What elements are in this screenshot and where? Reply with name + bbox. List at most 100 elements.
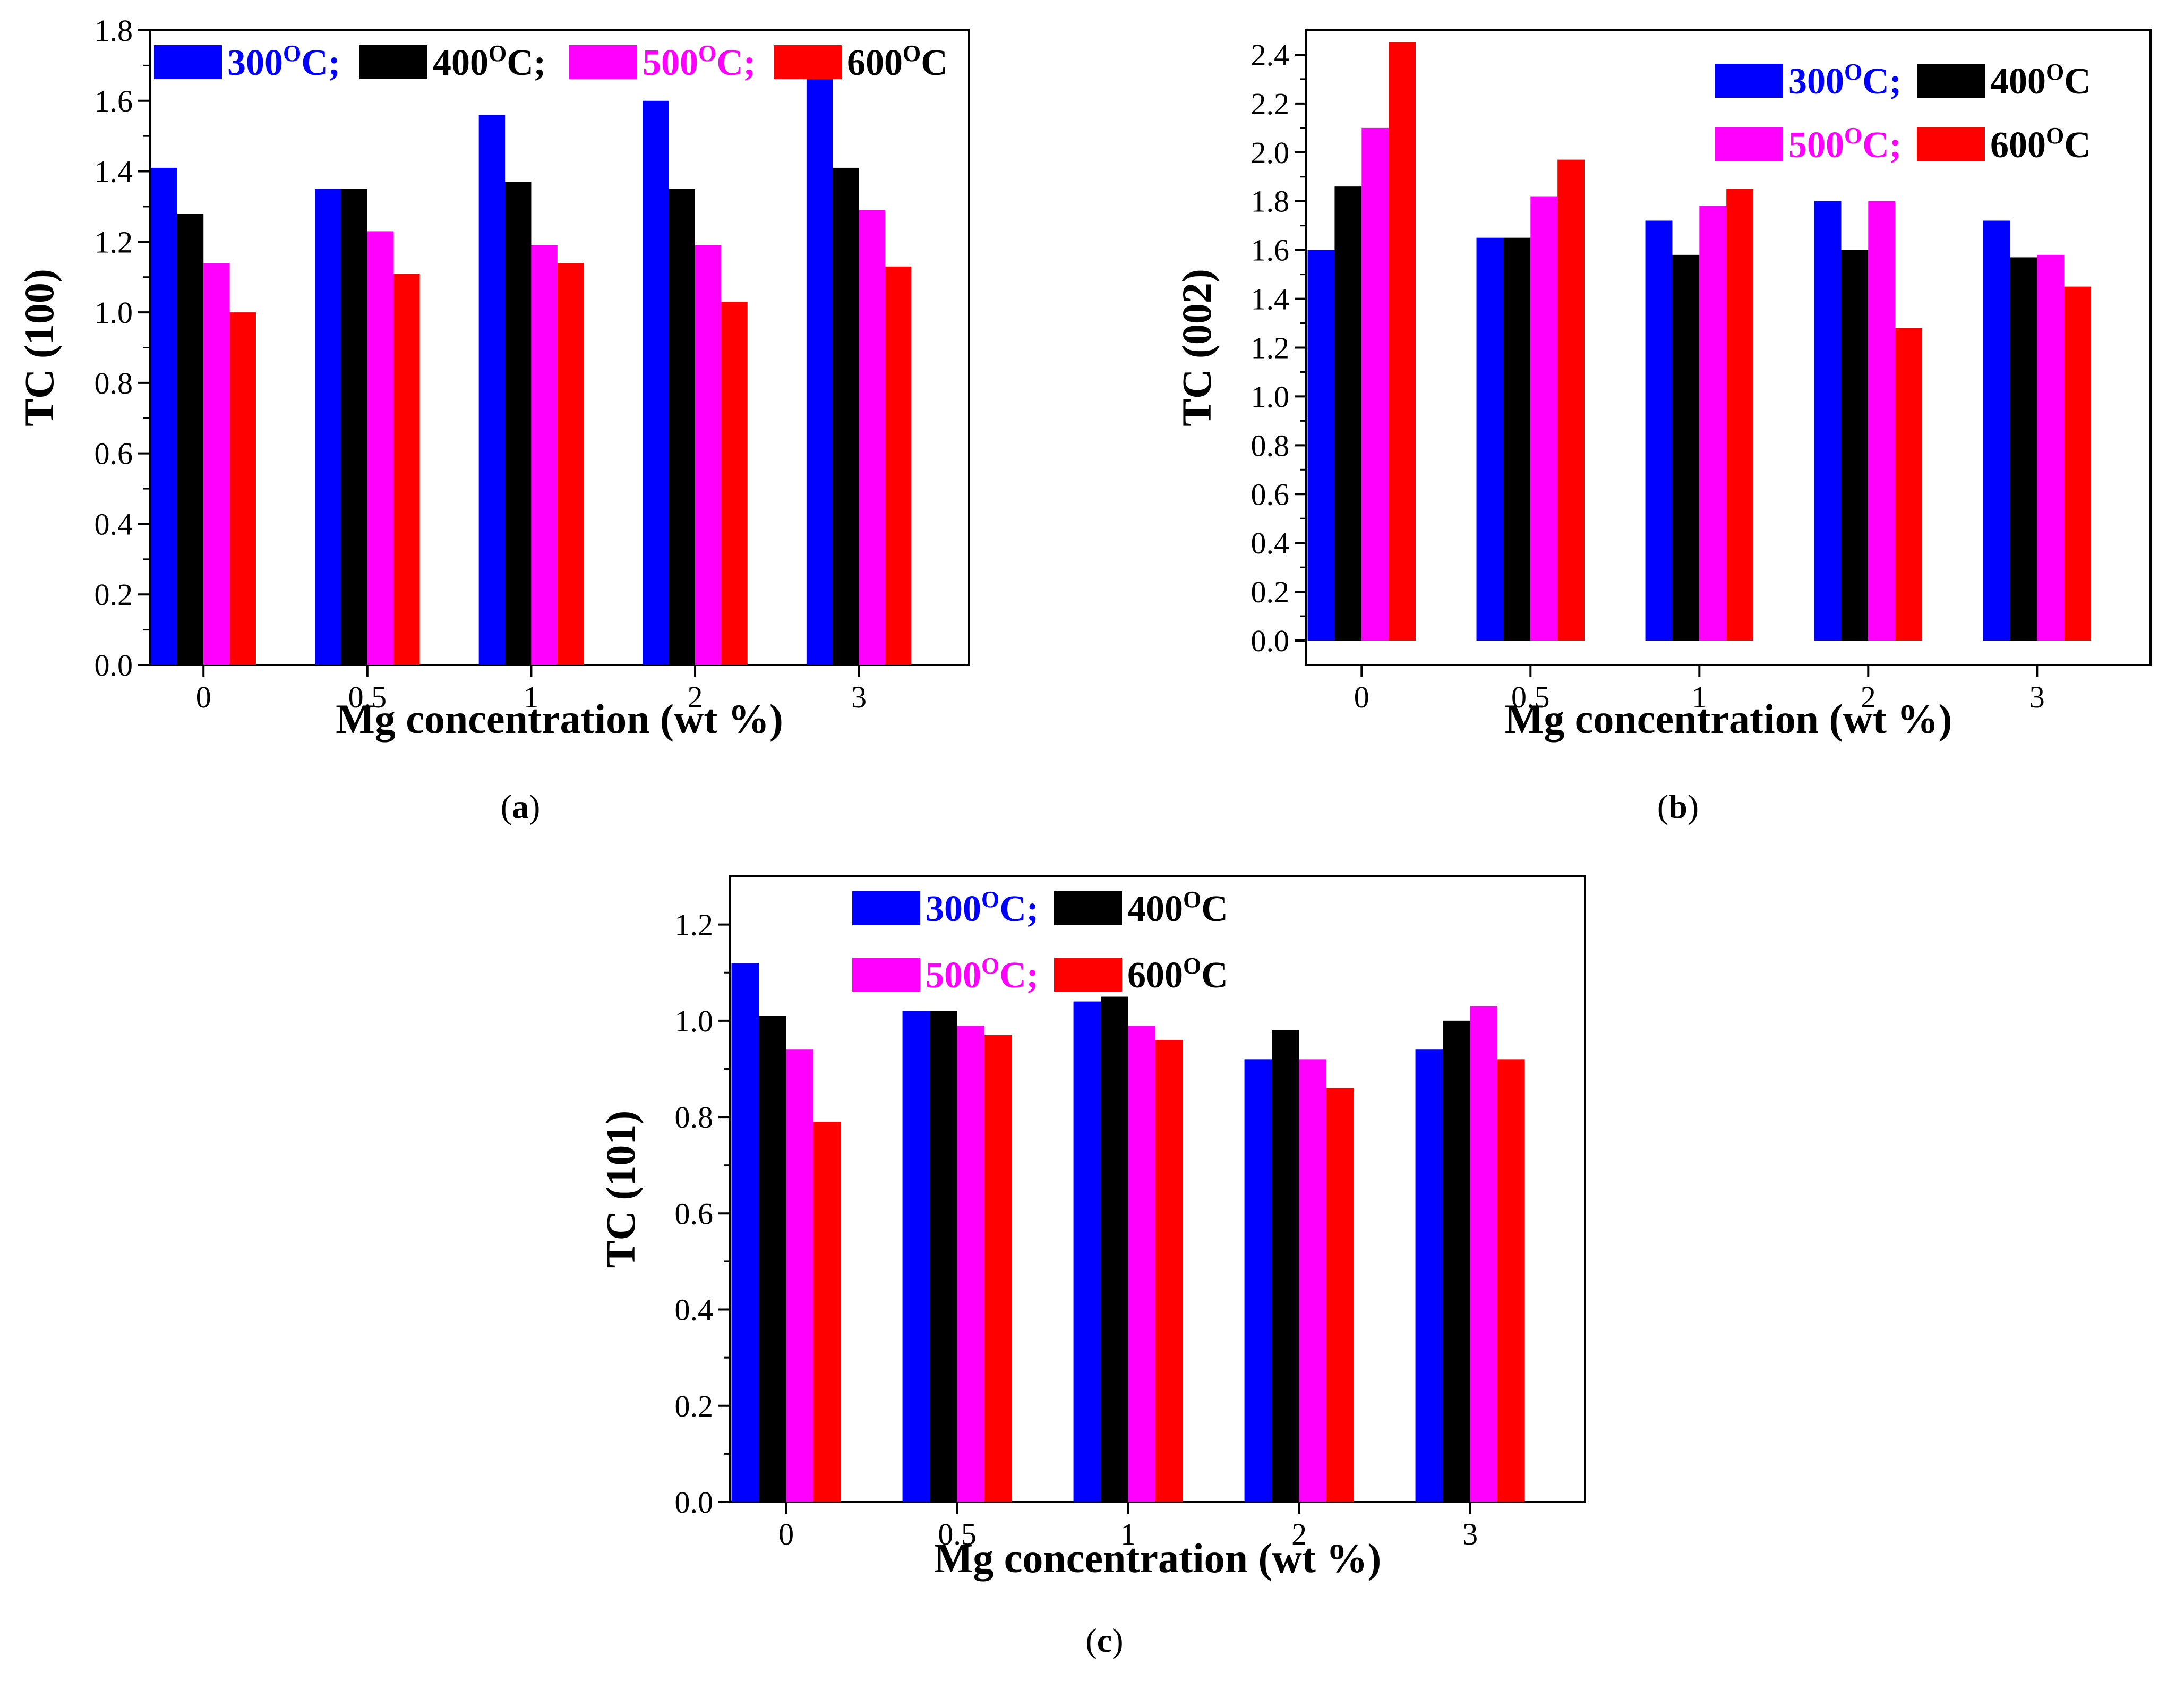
- y-tick-label: 0.2: [95, 577, 133, 612]
- y-tick-label: 0.8: [675, 1100, 714, 1134]
- x-axis-title: Mg concentration (wt %): [1505, 696, 1952, 742]
- legend-label-500-b: 500OC;: [1788, 123, 1902, 166]
- bar-400-1: [1101, 996, 1128, 1502]
- bar-600-3: [2064, 286, 2092, 641]
- x-tick-label: 3: [1462, 1517, 1478, 1551]
- bar-500-1: [1128, 1025, 1156, 1502]
- bar-600-0_5: [984, 1035, 1012, 1502]
- y-tick-label: 1.0: [675, 1004, 714, 1038]
- legend-label-500-c: 500OC;: [926, 953, 1039, 996]
- legend-swatch-300-b: [1715, 64, 1783, 98]
- x-tick-label: 1: [524, 680, 539, 714]
- x-tick-label: 0.5: [348, 680, 387, 714]
- panel-caption: (a): [501, 788, 541, 825]
- bar-300-3: [806, 72, 833, 665]
- legend-swatch-300-a: [154, 45, 222, 79]
- legend-swatch-400-c: [1054, 891, 1122, 925]
- bar-400-0_5: [341, 189, 367, 665]
- x-tick-label: 0.5: [1511, 680, 1550, 714]
- panel-c-chart: 0.0 0.2 0.4 0.6 0.8 1.0 1.2 TC (101) 0 0.5 1 2 3 Mg c…: [597, 875, 1586, 1659]
- y-tick-label: 1.6: [95, 84, 133, 118]
- x-tick-label: 1: [1120, 1517, 1136, 1551]
- bar-500-2: [1868, 201, 1896, 641]
- y-tick-label: 1.4: [1251, 282, 1290, 317]
- bar-600-1: [1155, 1040, 1183, 1502]
- y-tick-label: 1.8: [1251, 184, 1290, 219]
- legend-label-400-a: 400OC;: [433, 40, 546, 83]
- bar-400-3: [1443, 1020, 1470, 1502]
- legend-swatch-500-a: [569, 45, 637, 79]
- bar-300-0_5: [902, 1011, 930, 1502]
- y-tick-label: 1.6: [1251, 233, 1290, 268]
- y-tick-label: 1.8: [95, 13, 133, 48]
- legend-label-400-c: 400OC: [1127, 886, 1228, 929]
- legend-swatch-400-b: [1917, 64, 1985, 98]
- bar-400-1: [1672, 254, 1700, 641]
- bar-600-3: [885, 266, 912, 665]
- bar-600-0: [229, 312, 256, 665]
- bar-500-0_5: [367, 231, 394, 665]
- bar-500-1: [1699, 206, 1727, 641]
- bar-500-3: [859, 210, 885, 665]
- y-tick-label: 1.2: [95, 225, 133, 259]
- bar-300-0_5: [315, 189, 341, 665]
- bar-600-2: [1326, 1088, 1354, 1502]
- bar-300-1: [1645, 220, 1673, 641]
- legend-swatch-600-a: [774, 45, 842, 79]
- y-tick-label: 0.0: [675, 1485, 714, 1520]
- y-axis-title: TC (100): [16, 269, 62, 426]
- bar-500-0: [1361, 127, 1389, 641]
- legend-label-600-a: 600OC: [847, 40, 948, 83]
- y-tick-label: 0.8: [95, 366, 133, 400]
- y-tick-label: 0.2: [675, 1389, 714, 1423]
- y-axis-title: TC (002): [1174, 269, 1220, 426]
- y-tick-label: 0.4: [1251, 526, 1290, 560]
- y-tick-label: 2.4: [1251, 38, 1290, 72]
- bar-400-0_5: [1503, 237, 1531, 641]
- bar-600-2: [721, 302, 748, 665]
- bar-400-0: [1334, 186, 1362, 641]
- bar-500-1: [531, 245, 558, 665]
- bar-600-2: [1895, 328, 1923, 641]
- legend-label-300-b: 300OC;: [1788, 59, 1902, 102]
- y-tick-label: 0.8: [1251, 428, 1290, 463]
- y-tick-label: 1.0: [95, 295, 133, 330]
- bar-600-0: [1389, 42, 1416, 641]
- y-axis-title: TC (101): [597, 1111, 644, 1268]
- x-tick-label: 3: [851, 680, 867, 714]
- bar-400-2: [1841, 250, 1869, 641]
- bar-400-1: [505, 182, 532, 665]
- legend-label-600-c: 600OC: [1127, 953, 1228, 996]
- legend-swatch-500-b: [1715, 127, 1783, 161]
- bar-500-0_5: [957, 1025, 985, 1502]
- bar-300-0: [1307, 250, 1335, 641]
- panel-b-chart: 0.0 0.2 0.4 0.6 0.8 1.0 1.2 1.4 1.6 1.8 2.0 2.2 2.4 T…: [1174, 29, 2152, 825]
- y-tick-label: 1.0: [1251, 379, 1290, 414]
- bar-400-2: [1272, 1030, 1299, 1502]
- bar-300-3: [1415, 1049, 1443, 1502]
- bar-500-3: [1470, 1006, 1498, 1502]
- y-tick-label: 0.6: [95, 437, 133, 471]
- bar-400-3: [2010, 257, 2037, 641]
- bar-300-0: [151, 167, 177, 665]
- legend-label-300-a: 300OC;: [227, 40, 340, 83]
- legend-swatch-600-b: [1917, 127, 1985, 161]
- x-axis-title: Mg concentration (wt %): [934, 1535, 1382, 1581]
- bar-600-1: [1726, 189, 1754, 641]
- x-tick-label: 2: [688, 680, 703, 714]
- bar-600-0: [813, 1122, 841, 1502]
- panel-caption: (b): [1657, 788, 1699, 825]
- x-tick-label: 1: [1692, 680, 1707, 714]
- bar-300-1: [1073, 1001, 1101, 1502]
- legend-label-600-b: 600OC: [1990, 123, 2091, 166]
- legend-swatch-300-c: [852, 891, 920, 925]
- x-tick-label: 0: [196, 680, 211, 714]
- bar-500-3: [2037, 254, 2065, 641]
- bar-600-1: [557, 263, 584, 665]
- legend-swatch-500-c: [852, 958, 920, 992]
- bar-300-2: [1244, 1059, 1272, 1502]
- x-tick-label: 0: [778, 1517, 794, 1551]
- x-tick-label: 0: [1354, 680, 1369, 714]
- y-tick-label: 0.2: [1251, 575, 1290, 609]
